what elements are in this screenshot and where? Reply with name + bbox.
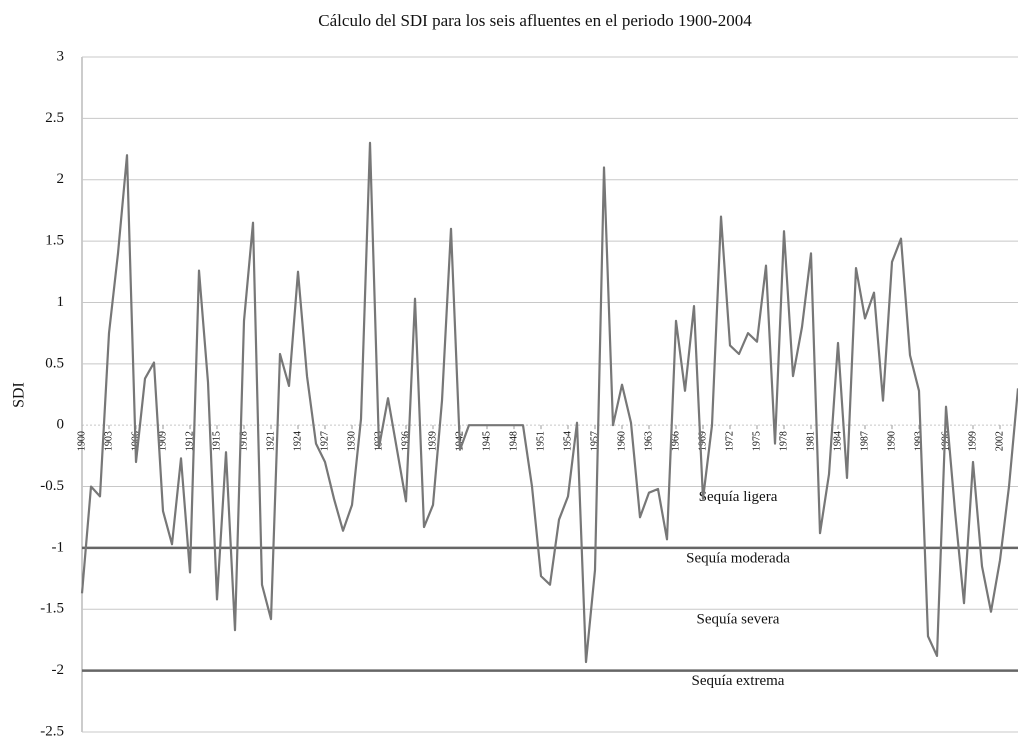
y-tick-label: 0.5 — [45, 355, 64, 371]
x-tick-label: 2002 — [994, 431, 1005, 451]
x-tick-label: 1951 — [535, 431, 546, 451]
x-tick-label: 1969 — [697, 431, 708, 451]
y-tick-label: 2 — [57, 171, 65, 187]
drought-label: Sequía ligera — [699, 489, 778, 505]
x-tick-label: 1945 — [481, 431, 492, 451]
x-tick-label: 1909 — [157, 431, 168, 451]
x-tick-label: 1981 — [805, 431, 816, 451]
x-tick-label: 1903 — [103, 431, 114, 451]
x-tick-label: 1984 — [832, 431, 843, 451]
y-tick-label: 1.5 — [45, 233, 64, 249]
y-tick-label: -2 — [52, 662, 65, 678]
y-tick-label: -0.5 — [40, 478, 64, 494]
drought-label: Sequía severa — [697, 612, 780, 628]
x-tick-label: 1954 — [562, 431, 573, 451]
x-tick-label: 1939 — [427, 431, 438, 451]
x-tick-label: 1990 — [886, 431, 897, 451]
y-tick-label: -1.5 — [40, 601, 64, 617]
y-tick-label: 3 — [57, 48, 65, 64]
x-tick-label: 1966 — [670, 431, 681, 451]
x-tick-label: 1987 — [859, 431, 870, 451]
x-tick-label: 1915 — [211, 431, 222, 451]
x-tick-label: 1918 — [238, 431, 249, 451]
x-tick-label: 1960 — [616, 431, 627, 451]
y-tick-label: -2.5 — [40, 723, 64, 739]
y-tick-label: 0 — [57, 417, 65, 433]
drought-label: Sequía extrema — [692, 673, 785, 689]
x-tick-label: 1975 — [751, 431, 762, 451]
y-tick-label: 1 — [57, 294, 65, 310]
x-tick-label: 1912 — [184, 431, 195, 451]
drought-label: Sequía moderada — [686, 550, 790, 566]
x-tick-label: 1957 — [589, 431, 600, 451]
x-tick-label: 1921 — [265, 431, 276, 451]
x-tick-label: 1930 — [346, 431, 357, 451]
x-tick-label: 1993 — [913, 431, 924, 451]
chart-title: Cálculo del SDI para los seis afluentes … — [318, 11, 752, 30]
x-tick-label: 1972 — [724, 431, 735, 451]
x-tick-label: 1927 — [319, 431, 330, 451]
x-tick-label: 1900 — [76, 431, 87, 451]
y-tick-label: 2.5 — [45, 110, 64, 126]
x-tick-label: 1978 — [778, 431, 789, 451]
y-axis-label: SDI — [11, 382, 28, 408]
x-tick-label: 1948 — [508, 431, 519, 451]
x-tick-label: 1924 — [292, 431, 303, 451]
x-tick-label: 1963 — [643, 431, 654, 451]
x-tick-label: 1936 — [400, 431, 411, 451]
sdi-line — [80, 141, 1018, 664]
y-tick-label: -1 — [52, 539, 65, 555]
x-tick-label: 1999 — [967, 431, 978, 451]
